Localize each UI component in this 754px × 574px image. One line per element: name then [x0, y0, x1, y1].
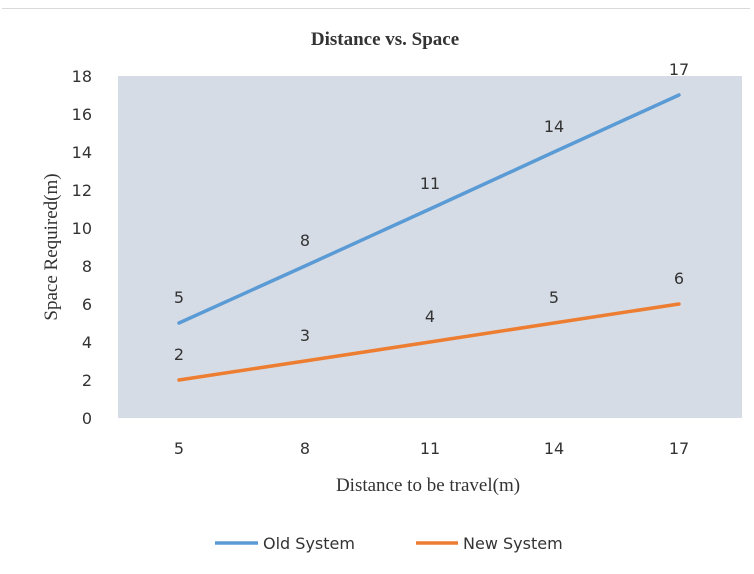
- y-tick-label: 14: [72, 143, 92, 162]
- y-tick-label: 8: [82, 257, 92, 276]
- data-label: 14: [544, 117, 564, 136]
- chart-frame: [2, 8, 750, 571]
- data-label: 3: [300, 326, 310, 345]
- data-label: 4: [425, 307, 435, 326]
- data-label: 2: [174, 345, 184, 364]
- data-label: 5: [549, 288, 559, 307]
- y-tick-label: 12: [72, 181, 92, 200]
- x-axis-title: Distance to be travel(m): [336, 475, 520, 496]
- y-tick-label: 6: [82, 295, 92, 314]
- y-axis-title: Space Required(m): [41, 173, 62, 320]
- data-label: 8: [300, 231, 310, 250]
- x-axis: 5 8 11 14 17: [174, 439, 689, 458]
- data-label: 5: [174, 288, 184, 307]
- data-label: 11: [420, 174, 440, 193]
- chart-title: Distance vs. Space: [311, 29, 459, 50]
- y-tick-label: 2: [82, 371, 92, 390]
- series-line-new-system: [177, 302, 681, 382]
- y-tick-label: 10: [72, 219, 92, 238]
- data-label: 17: [669, 60, 689, 79]
- x-tick-label: 11: [420, 439, 440, 458]
- x-tick-label: 17: [669, 439, 689, 458]
- plot-area: [118, 76, 742, 418]
- data-label: 6: [674, 269, 684, 288]
- legend: Old System New System: [215, 534, 563, 553]
- y-tick-label: 16: [72, 105, 92, 124]
- x-tick-label: 5: [174, 439, 184, 458]
- y-tick-label: 4: [82, 333, 92, 352]
- y-axis: 0 2 4 6 8 10 12 14 16 18: [72, 67, 92, 428]
- series-line-old-system: [177, 93, 681, 325]
- series-group: [177, 93, 681, 382]
- x-tick-label: 14: [544, 439, 564, 458]
- y-tick-label: 18: [72, 67, 92, 86]
- data-labels: 5 8 11 14 17 2 3 4 5 6: [174, 60, 689, 364]
- x-tick-label: 8: [300, 439, 310, 458]
- legend-label: Old System: [263, 534, 355, 553]
- y-tick-label: 0: [82, 409, 92, 428]
- legend-label: New System: [463, 534, 563, 553]
